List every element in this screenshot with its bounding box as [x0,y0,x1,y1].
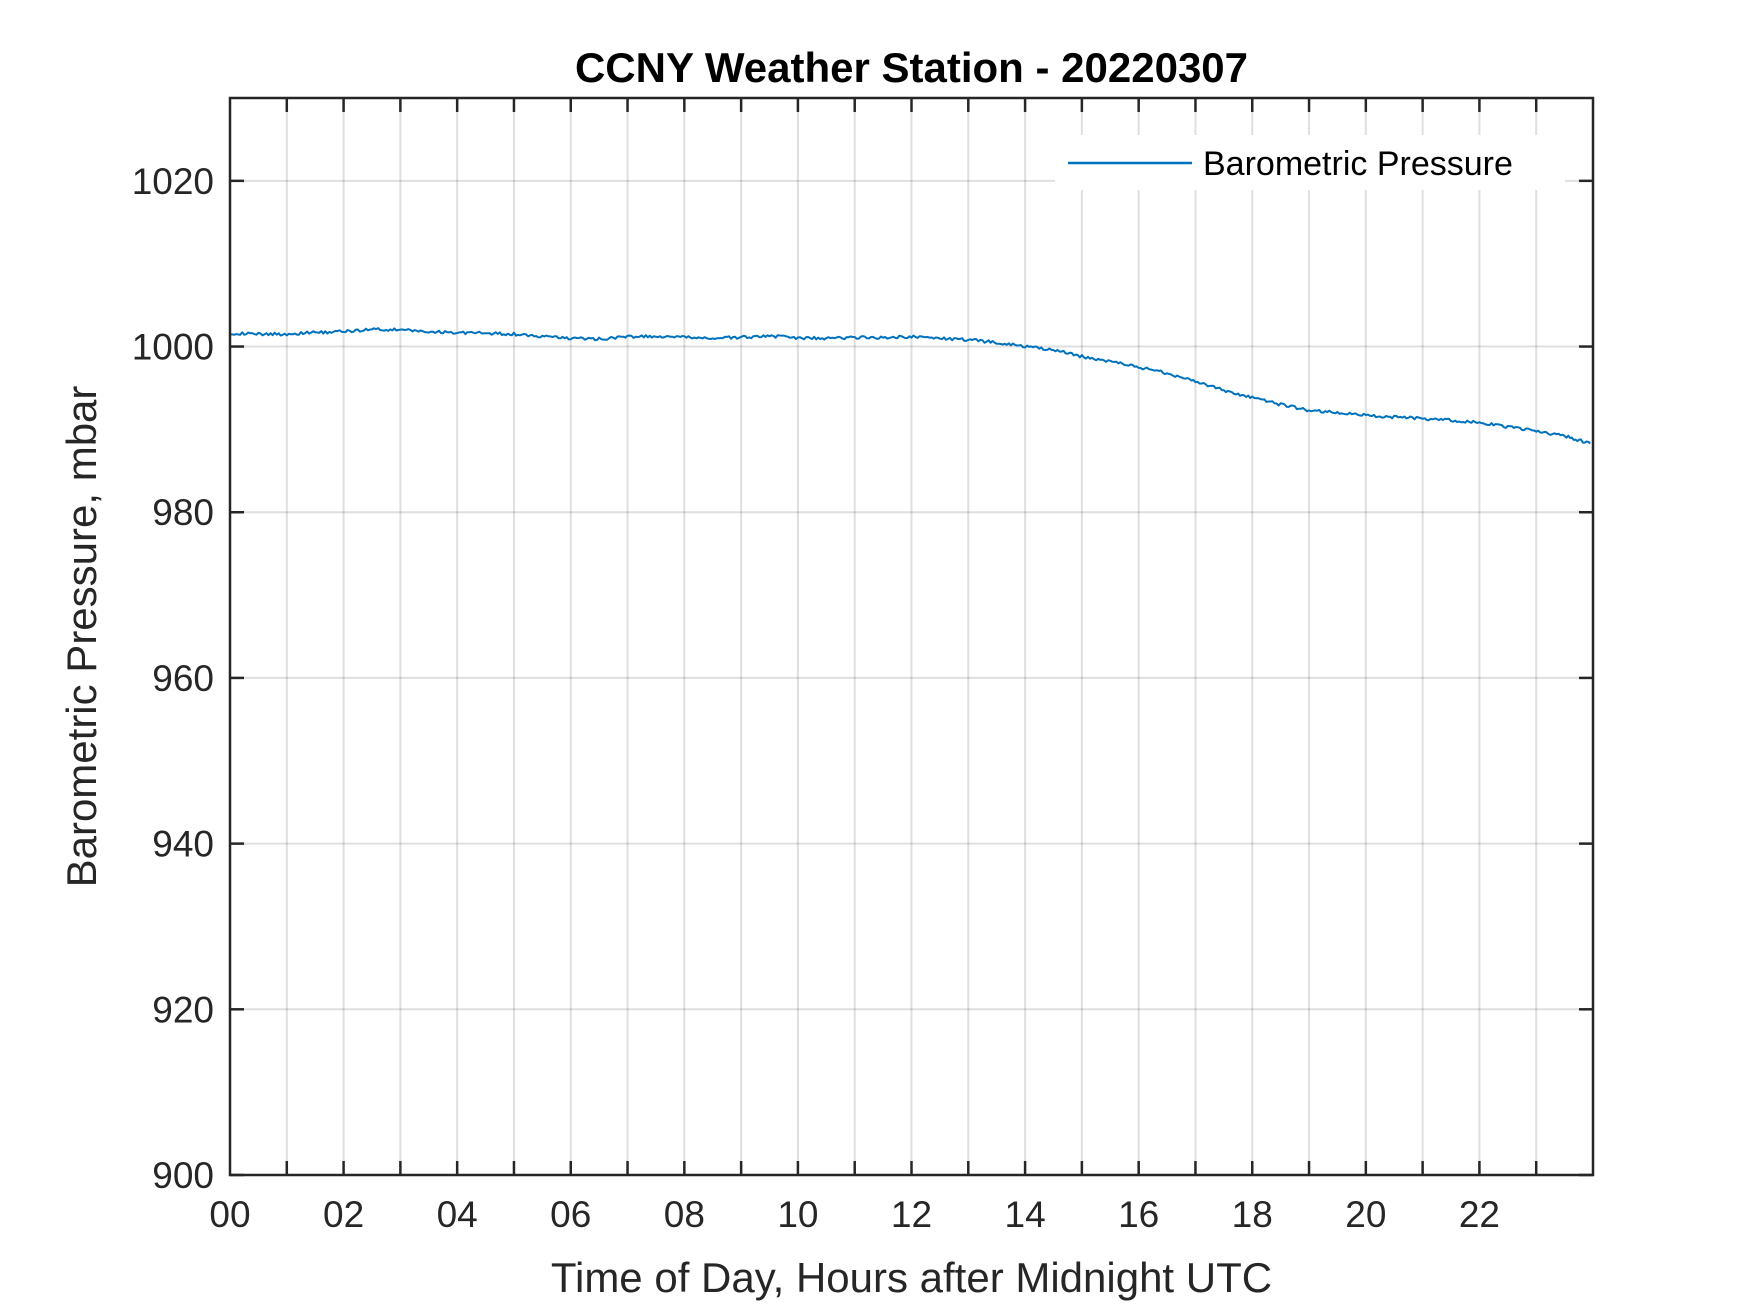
x-tick-label: 10 [777,1194,818,1235]
x-tick-label: 08 [664,1194,705,1235]
x-tick-label: 12 [891,1194,932,1235]
y-tick-label: 900 [152,1155,214,1196]
x-tick-label: 14 [1005,1194,1046,1235]
y-tick-label: 980 [152,492,214,533]
y-tick-label: 960 [152,658,214,699]
series-layer [229,327,1591,445]
y-axis-label: Barometric Pressure, mbar [58,386,105,888]
x-axis-label: Time of Day, Hours after Midnight UTC [551,1254,1272,1301]
chart-title: CCNY Weather Station - 20220307 [575,44,1248,91]
x-tick-label: 22 [1459,1194,1500,1235]
x-tick-label: 02 [323,1194,364,1235]
x-tick-label: 04 [437,1194,478,1235]
y-tick-label: 1000 [132,327,214,368]
y-tick-label: 920 [152,989,214,1030]
legend: Barometric Pressure [1055,135,1565,190]
x-tick-label: 16 [1118,1194,1159,1235]
ticks: 00 02 04 06 08 10 12 14 16 18 20 22 900 920 940 960 980 1… [132,98,1593,1235]
x-tick-label: 20 [1345,1194,1386,1235]
x-tick-label: 00 [209,1194,250,1235]
series-line-barometric-pressure [229,327,1591,445]
x-tick-label: 06 [550,1194,591,1235]
grid [230,98,1593,1175]
x-tick-label: 18 [1232,1194,1273,1235]
y-tick-label: 940 [152,824,214,865]
legend-entry-barometric-pressure: Barometric Pressure [1203,145,1513,183]
y-tick-label: 1020 [132,161,214,202]
